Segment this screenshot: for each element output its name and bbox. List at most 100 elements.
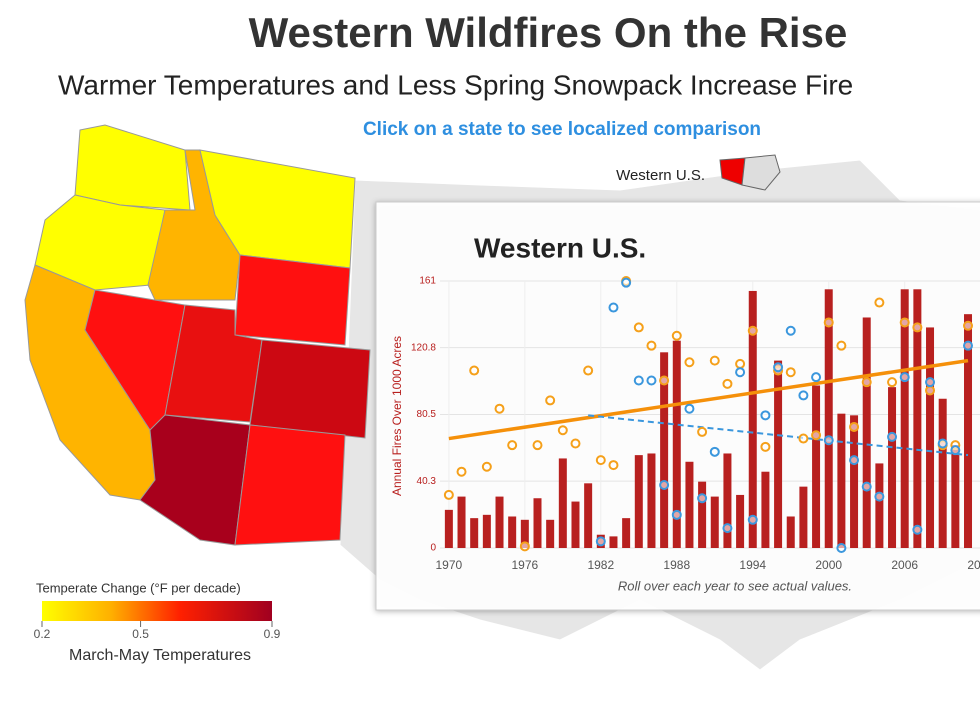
scatter-point (443, 489, 454, 500)
y-tick-label: 120.8 (411, 342, 436, 353)
legend-tick-label: 0.9 (264, 627, 281, 641)
scatter-point (621, 277, 632, 288)
scatter-point (747, 325, 758, 336)
bar (774, 360, 783, 548)
scatter-point (912, 322, 923, 333)
scatter-point (861, 481, 872, 492)
scatter-point (773, 362, 784, 373)
scatter-point (646, 340, 657, 351)
scatter-point (823, 317, 834, 328)
scatter-point (709, 355, 720, 366)
state[interactable] (34, 194, 166, 291)
bar (660, 352, 669, 548)
scatter-point (519, 541, 530, 552)
plot: 0 40.3 80.5 120.8 161 1970 1976 1982 1988 1994 200… (411, 276, 980, 572)
scatter-point (760, 441, 771, 452)
scatter-point (684, 403, 695, 414)
scatter-point (722, 523, 733, 534)
scatter-point (874, 297, 885, 308)
y-tick-label: 80.5 (417, 409, 437, 420)
bar (672, 340, 681, 548)
x-tick-label: 2006 (891, 558, 918, 572)
bar (951, 445, 960, 548)
legend-gradient (42, 601, 272, 621)
state[interactable] (139, 414, 251, 546)
y-tick-label: 40.3 (417, 476, 437, 487)
x-tick-label: 1970 (436, 558, 463, 572)
scatter-point (887, 377, 898, 388)
scatter-point (811, 372, 822, 383)
region-label[interactable]: Western U.S. (616, 167, 705, 184)
scatter-point (899, 317, 910, 328)
x-tick-label: 2000 (815, 558, 842, 572)
scatter-point (849, 421, 860, 432)
bar (888, 387, 897, 548)
scatter-point (633, 322, 644, 333)
bar (900, 289, 909, 548)
scatter-point (557, 425, 568, 436)
bar (748, 290, 757, 548)
bar (685, 461, 694, 548)
scatter-point (849, 455, 860, 466)
scatter-point (659, 375, 670, 386)
scatter-point (595, 536, 606, 547)
legend: Temperate Change (°F per decade) March-M… (34, 580, 281, 664)
chart-title: Western U.S. (474, 232, 646, 263)
scatter-point (659, 479, 670, 490)
bar (482, 514, 491, 548)
bar (520, 519, 529, 548)
y-tick-label: 0 (430, 543, 436, 554)
scatter-point (963, 340, 974, 351)
scatter-point (646, 375, 657, 386)
bar (470, 518, 479, 548)
bar (824, 289, 833, 548)
scatter-point (925, 385, 936, 396)
bar (533, 498, 542, 548)
scatter-point (583, 365, 594, 376)
bar (875, 463, 884, 548)
scatter-point (899, 372, 910, 383)
state-map (24, 124, 371, 546)
scatter-point (494, 403, 505, 414)
legend-tick-label: 0.5 (132, 627, 149, 641)
scatter-point (684, 357, 695, 368)
scatter-point (760, 410, 771, 421)
trend-line (588, 414, 969, 457)
bar (926, 327, 935, 548)
scatter-point (963, 320, 974, 331)
bar (786, 516, 795, 548)
state[interactable] (74, 124, 191, 211)
state[interactable] (234, 254, 351, 346)
bar (761, 471, 770, 548)
scatter-point (823, 435, 834, 446)
state-link-hint[interactable]: Click on a state to see localized compar… (363, 119, 761, 140)
bar (647, 453, 656, 548)
legend-subtitle: March-May Temperatures (69, 647, 251, 664)
bar (495, 496, 504, 548)
state[interactable] (234, 424, 346, 546)
scatter-point (950, 445, 961, 456)
bar (913, 289, 922, 548)
x-tick-label: 1982 (587, 558, 614, 572)
region-icon-east[interactable] (741, 154, 781, 191)
bar (710, 496, 719, 548)
scatter-point (608, 460, 619, 471)
x-tick-label: 1994 (739, 558, 766, 572)
scatter-point (633, 375, 644, 386)
scatter-point (836, 543, 847, 553)
chart-caption: Roll over each year to see actual values… (618, 578, 852, 593)
scatter-point (671, 330, 682, 341)
state[interactable] (249, 339, 371, 439)
bar (622, 518, 631, 548)
scatter-point (595, 455, 606, 466)
scatter-point (709, 446, 720, 457)
scatter-point (545, 395, 556, 406)
scatter-point (747, 514, 758, 525)
bar (571, 501, 580, 548)
scatter-point (836, 340, 847, 351)
x-tick-label: 2012 (967, 558, 980, 572)
bar (723, 453, 732, 548)
bar (938, 398, 947, 548)
subtitle: Warmer Temperatures and Less Spring Snow… (58, 69, 853, 100)
